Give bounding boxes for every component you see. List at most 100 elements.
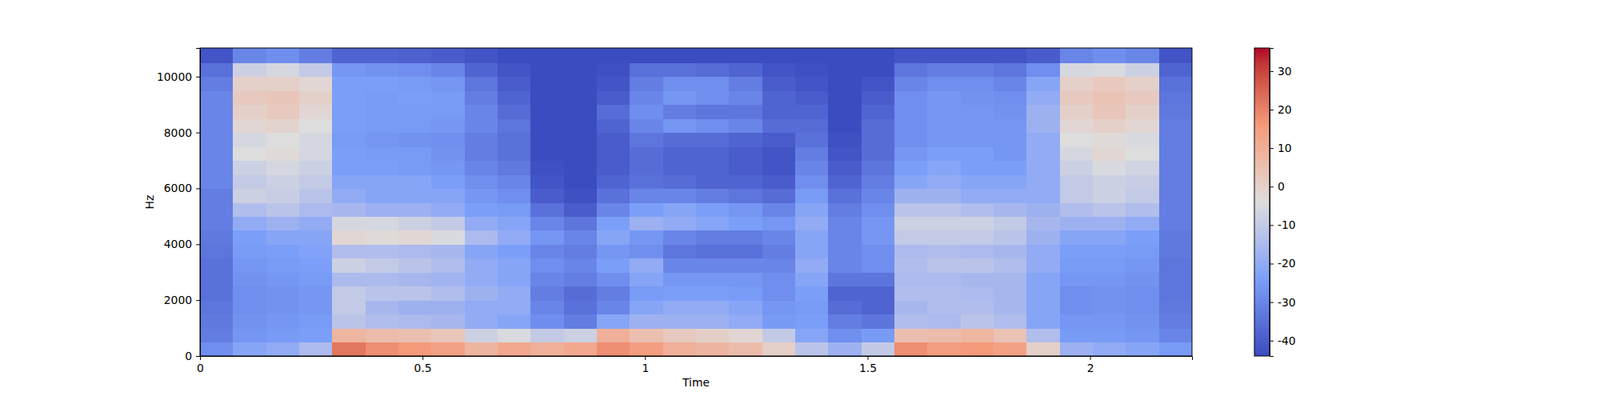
tick-mark <box>196 132 200 134</box>
tick-label: 0.5 <box>414 361 432 375</box>
cell <box>299 118 333 133</box>
cell <box>927 90 961 105</box>
cell <box>200 328 234 343</box>
cell <box>1125 188 1160 203</box>
cell <box>1125 342 1160 356</box>
tick-label: 4000 <box>164 237 192 251</box>
cell <box>663 90 697 105</box>
cell <box>464 272 499 287</box>
cell <box>663 188 697 203</box>
cell <box>861 230 896 245</box>
cell <box>1125 300 1160 315</box>
cell <box>332 76 366 92</box>
cell <box>1026 314 1060 329</box>
cell <box>332 202 366 217</box>
cell <box>365 62 400 77</box>
cell <box>795 146 829 161</box>
cell <box>1060 230 1094 245</box>
cell <box>993 328 1028 343</box>
cell <box>299 272 333 287</box>
axis-line <box>200 356 1193 360</box>
cell <box>332 118 366 133</box>
cell <box>894 230 928 245</box>
tick: 10 <box>1269 141 1292 155</box>
cell <box>398 328 432 343</box>
cell <box>332 244 366 259</box>
cell <box>497 90 532 105</box>
cell <box>629 300 664 315</box>
cell <box>663 174 697 189</box>
cell <box>332 62 366 77</box>
cell <box>696 48 730 64</box>
cell <box>1125 328 1160 343</box>
cell <box>232 286 267 301</box>
cell <box>299 286 333 301</box>
cell <box>828 216 862 231</box>
cell <box>431 230 465 245</box>
cell <box>596 118 631 133</box>
cell <box>894 174 928 189</box>
cell <box>431 104 465 120</box>
cell <box>299 342 333 356</box>
cell <box>332 132 366 148</box>
cell <box>762 160 796 176</box>
tick-label: 0 <box>1277 180 1285 193</box>
cell <box>497 62 532 77</box>
cell <box>696 300 730 315</box>
cell <box>795 300 829 315</box>
cell <box>1092 146 1127 161</box>
cell <box>1092 286 1127 301</box>
tick-label: 0 <box>196 361 204 375</box>
cell <box>993 132 1028 148</box>
cell <box>431 314 465 329</box>
cell <box>960 230 995 245</box>
cell <box>795 202 829 217</box>
cell <box>927 188 961 203</box>
tick-mark <box>196 188 200 189</box>
cell <box>564 132 598 148</box>
cell <box>398 342 432 356</box>
cell <box>663 202 697 217</box>
cell <box>266 132 300 148</box>
cell <box>464 48 499 64</box>
cell <box>1159 104 1192 120</box>
cell <box>927 216 961 231</box>
cell <box>464 188 499 203</box>
cell <box>564 146 598 161</box>
cell <box>795 174 829 189</box>
cell <box>564 244 598 259</box>
cell <box>497 342 532 356</box>
cell <box>398 300 432 315</box>
y-axis-title: Hz <box>143 195 156 210</box>
cell <box>1092 272 1127 287</box>
cell <box>762 272 796 287</box>
cell <box>696 104 730 120</box>
cell <box>861 286 896 301</box>
cell <box>431 244 465 259</box>
cell <box>1125 160 1160 176</box>
cell <box>232 216 267 231</box>
cell <box>960 132 995 148</box>
cell <box>398 272 432 287</box>
cell <box>663 76 697 92</box>
cell <box>332 328 366 343</box>
tick-mark <box>196 244 200 245</box>
cell <box>894 258 928 273</box>
cell <box>1060 174 1094 189</box>
cell <box>861 272 896 287</box>
cell <box>232 104 267 120</box>
cell <box>663 286 697 301</box>
cell <box>464 328 499 343</box>
cell <box>696 174 730 189</box>
cell <box>1026 48 1060 64</box>
cell <box>1159 160 1192 176</box>
cell <box>596 244 631 259</box>
cell <box>398 230 432 245</box>
cell <box>927 202 961 217</box>
cell <box>365 104 400 120</box>
cell <box>431 76 465 92</box>
cell <box>365 244 400 259</box>
tick-mark <box>1269 340 1274 342</box>
cell <box>365 90 400 105</box>
cell <box>1159 76 1192 92</box>
